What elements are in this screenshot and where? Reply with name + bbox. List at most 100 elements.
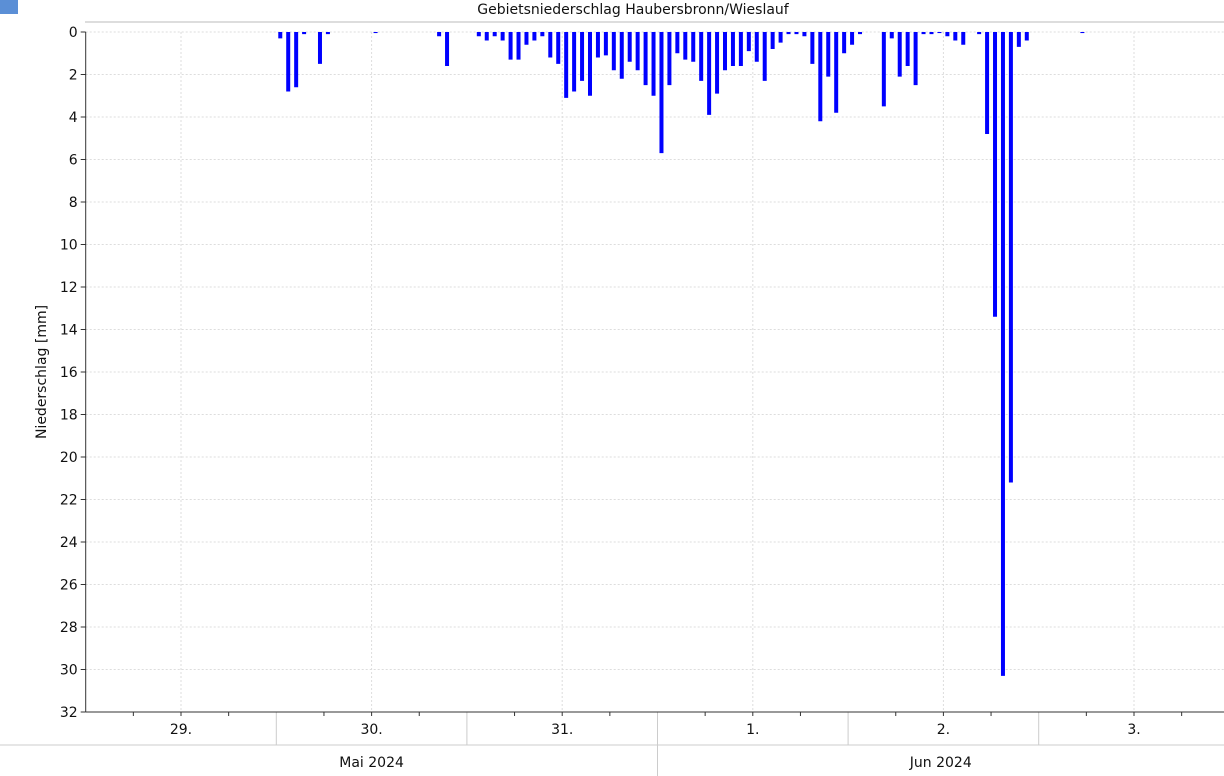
y-tick-label: 14: [60, 323, 78, 339]
bar: [437, 32, 442, 37]
bar: [1016, 32, 1021, 47]
y-tick-label: 10: [60, 238, 78, 254]
bar: [572, 32, 577, 92]
bar: [325, 32, 330, 35]
bar: [889, 32, 894, 39]
bar: [1024, 32, 1029, 41]
bars: [278, 32, 1085, 676]
bar: [683, 32, 688, 60]
bar: [675, 32, 680, 54]
y-tick-label: 12: [60, 280, 78, 296]
x-tick-label: 1.: [746, 722, 759, 738]
bar: [802, 32, 807, 37]
bar: [611, 32, 616, 71]
bar: [500, 32, 505, 41]
bar: [508, 32, 513, 60]
y-tick-label: 0: [69, 25, 78, 41]
bar: [730, 32, 735, 66]
bar: [945, 32, 950, 37]
x-tick-label: 31.: [551, 722, 573, 738]
bar: [564, 32, 569, 98]
bar: [778, 32, 783, 43]
bar: [1000, 32, 1005, 676]
y-tick-label: 20: [60, 450, 78, 466]
x-tick-label: 29.: [170, 722, 192, 738]
bar: [484, 32, 489, 41]
bar: [627, 32, 632, 62]
bar: [993, 32, 998, 317]
bar: [858, 32, 863, 35]
x-tick-label: 30.: [360, 722, 382, 738]
bar: [556, 32, 561, 64]
bar: [691, 32, 696, 62]
bar: [294, 32, 299, 88]
bar: [786, 32, 791, 35]
window-corner: [0, 0, 18, 14]
y-tick-label: 16: [60, 365, 78, 381]
y-tick-label: 30: [60, 663, 78, 679]
bar: [762, 32, 767, 81]
x-tick-label: 2.: [937, 722, 950, 738]
y-tick-label: 2: [69, 68, 78, 84]
bar: [794, 32, 799, 35]
bar: [723, 32, 728, 71]
bar: [770, 32, 775, 49]
bar: [953, 32, 958, 41]
bar: [587, 32, 592, 96]
bar: [278, 32, 283, 39]
bar: [826, 32, 831, 77]
bar: [580, 32, 585, 81]
bar: [1080, 32, 1085, 34]
bar: [834, 32, 839, 113]
bar: [842, 32, 847, 54]
bar: [516, 32, 521, 60]
bar: [897, 32, 902, 77]
bar: [850, 32, 855, 45]
bar: [738, 32, 743, 66]
y-tick-label: 26: [60, 578, 78, 594]
y-tick-label: 22: [60, 493, 78, 509]
bar: [603, 32, 608, 56]
bar: [929, 32, 934, 35]
bar: [635, 32, 640, 71]
y-tick-label: 24: [60, 535, 78, 551]
bar: [540, 32, 545, 37]
bar: [715, 32, 720, 94]
bar: [905, 32, 910, 66]
bar: [667, 32, 672, 86]
bar: [524, 32, 529, 45]
bar: [921, 32, 926, 35]
bar: [810, 32, 815, 64]
y-tick-label: 28: [60, 620, 78, 636]
bar: [961, 32, 966, 45]
bar: [595, 32, 600, 58]
bar: [302, 32, 307, 35]
bar: [373, 32, 378, 34]
bar: [754, 32, 759, 62]
y-tick-label: 32: [60, 705, 78, 721]
bar: [913, 32, 918, 86]
y-tick-label: 4: [69, 110, 78, 126]
x-group-label: Mai 2024: [339, 755, 404, 771]
chart-title: Gebietsniederschlag Haubersbronn/Wieslau…: [477, 2, 790, 18]
bar: [1008, 32, 1013, 483]
bar: [659, 32, 664, 154]
bar: [977, 32, 982, 35]
bar: [651, 32, 656, 96]
bar: [881, 32, 886, 107]
y-tick-label: 18: [60, 408, 78, 424]
bar: [619, 32, 624, 79]
bar: [699, 32, 704, 81]
bar: [818, 32, 823, 122]
bar: [746, 32, 751, 52]
bar: [286, 32, 291, 92]
bar: [707, 32, 712, 115]
bar: [548, 32, 553, 58]
y-tick-label: 8: [69, 195, 78, 211]
bar: [532, 32, 537, 41]
bar: [317, 32, 322, 64]
x-tick-label: 3.: [1127, 722, 1140, 738]
